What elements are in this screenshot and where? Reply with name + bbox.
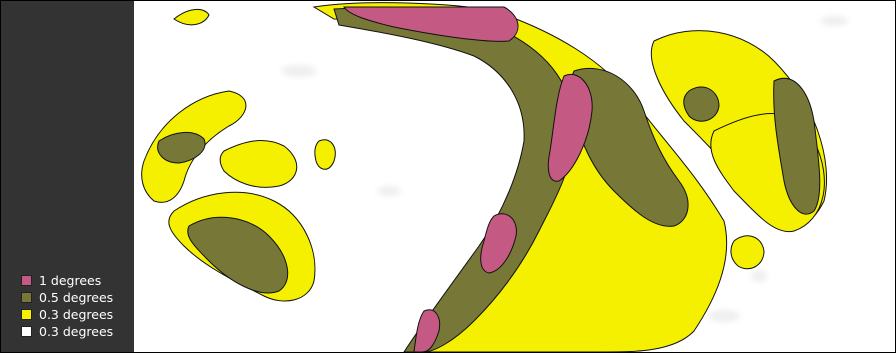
legend-swatch-0-5-degrees xyxy=(21,292,32,303)
white-halo xyxy=(751,270,767,282)
top-islet-yellow xyxy=(173,9,210,26)
pink-contour-layer xyxy=(343,6,593,352)
white-halo xyxy=(820,16,848,26)
south-pink-core xyxy=(413,309,441,352)
white-contour-layer xyxy=(281,16,848,322)
legend-item-white: 0.3 degrees xyxy=(21,323,113,340)
legend-label: 0.3 degrees xyxy=(39,307,114,322)
main-ridge-olive xyxy=(333,7,575,352)
east-olive-islet xyxy=(683,86,720,122)
legend-label: 0.3 degrees xyxy=(39,324,114,339)
legend-swatch-white xyxy=(21,326,32,337)
legend-label: 1 degrees xyxy=(39,273,102,288)
legend-item-1-degrees: 1 degrees xyxy=(21,272,113,289)
far-east-olive xyxy=(773,78,821,215)
white-halo xyxy=(708,310,740,322)
legend-panel: 1 degrees 0.5 degrees 0.3 degrees 0.3 de… xyxy=(1,1,134,352)
east-yellow-islet xyxy=(730,235,765,270)
southwest-pink-core xyxy=(480,213,517,274)
legend: 1 degrees 0.5 degrees 0.3 degrees 0.3 de… xyxy=(21,272,113,340)
west-olive-small xyxy=(157,132,206,164)
legend-swatch-1-degrees xyxy=(21,275,32,286)
legend-item-0-3-degrees: 0.3 degrees xyxy=(21,306,113,323)
legend-item-0-5-degrees: 0.5 degrees xyxy=(21,289,113,306)
contour-map xyxy=(141,2,848,352)
mid-yellow-islet xyxy=(314,139,336,170)
central-pink-core xyxy=(547,74,593,182)
white-halo xyxy=(281,65,317,77)
west-olive xyxy=(187,216,289,294)
white-halo xyxy=(377,186,401,196)
olive-contour-layer xyxy=(157,7,821,352)
center-west-yellow xyxy=(219,140,298,188)
legend-label: 0.5 degrees xyxy=(39,290,114,305)
map-canvas[interactable] xyxy=(134,1,895,352)
legend-swatch-0-3-degrees xyxy=(21,309,32,320)
north-pink-core xyxy=(343,6,519,42)
